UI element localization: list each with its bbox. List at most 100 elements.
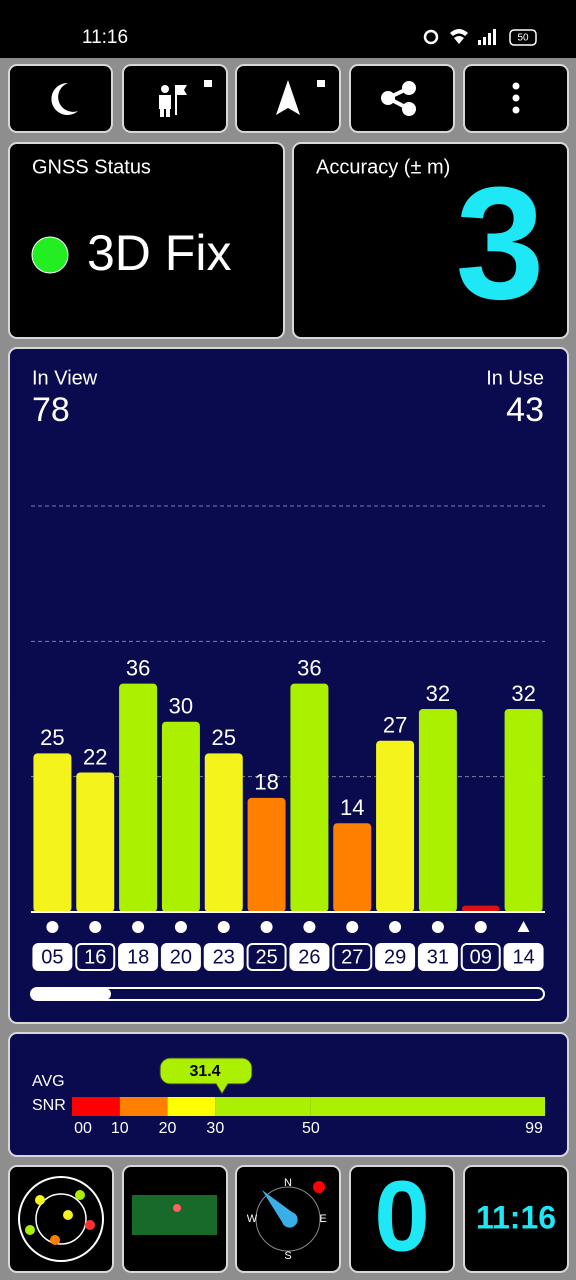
share-icon [381,81,416,116]
sat-id-box [75,943,116,971]
used-symbol [389,921,402,933]
bar [76,772,115,912]
status-icons [423,29,537,46]
sky-ring [35,1193,87,1245]
fix-indicator [31,236,69,274]
sat-id: 31 [427,946,449,968]
sat-id: 27 [341,946,363,968]
arrow-icon [276,80,325,115]
avg-pointer [159,1057,253,1095]
time-button[interactable] [463,1165,569,1273]
accuracy-panel [292,142,569,339]
snr-segment [72,1097,120,1116]
bar [161,721,200,912]
avg-value: 31.4 [189,1063,220,1080]
night-button[interactable] [8,64,113,133]
value-label: 14 [340,795,364,820]
used-symbol [474,921,487,933]
bar [290,683,329,912]
sat-id-box [32,943,73,971]
clock: 11:16 [82,27,128,48]
compass-n: N [284,1177,292,1189]
compass-ring [255,1186,321,1252]
snr-tick-label: 99 [525,1120,543,1137]
used-symbol [217,921,230,933]
used-symbol [260,921,273,933]
snr-segment [215,1097,311,1116]
sat-id-box [289,943,330,971]
value-label: 36 [297,655,321,680]
used-symbol [431,921,444,933]
in-use-label: In Use [486,367,544,389]
used-symbol [346,921,359,933]
bottom-bar: N E S W 0 11:16 [8,1160,569,1273]
avg-label: AVG [32,1073,65,1090]
snr-segment [310,1097,545,1116]
gnss-panel [8,142,285,339]
sat-id-box [332,943,373,971]
bar [119,683,158,912]
sat-id-box [246,943,287,971]
value-label: 32 [511,681,535,706]
sat-id: 20 [170,946,192,968]
snr-tick-label: 20 [159,1120,177,1137]
bar [504,709,543,912]
sky-dots [25,1190,95,1245]
sat-id: 05 [41,946,63,968]
bar [204,753,243,912]
share-button[interactable] [349,64,455,133]
sat-id: 29 [384,946,406,968]
count-value: 0 [374,1160,430,1272]
bar [333,823,372,912]
sat-id: 14 [512,946,534,968]
value-label: 27 [383,713,407,738]
in-view-count: 78 [32,391,70,429]
scroll-thumb[interactable] [31,988,111,1000]
snr-panel [8,1032,569,1157]
sat-id-box [118,943,159,971]
used-symbol [303,921,316,933]
bar [33,753,72,912]
snr-scale: 00 10 20 30 50 99 31.4 [72,1057,545,1137]
value-label: 25 [40,725,64,750]
sat-id: 16 [84,946,106,968]
in-use-count: 43 [506,391,544,429]
snr-segment [167,1097,216,1116]
sat-id-box [503,943,544,971]
sat-id-box [417,943,458,971]
sat-id-box [160,943,201,971]
value-label: 18 [254,770,278,795]
sat-id-box [375,943,416,971]
sky-plot [18,1176,104,1262]
used-symbol [517,921,530,932]
value-label: 22 [83,744,107,769]
used-symbol [89,921,102,933]
bar [376,740,415,912]
count-button[interactable] [349,1165,455,1273]
sat-id: 09 [470,946,492,968]
moon-icon [51,82,78,115]
status-bar [0,0,576,58]
in-view-label: In View [32,367,98,389]
snr-segment [119,1097,168,1116]
world-map [132,1195,217,1235]
toolbar [8,64,569,133]
accuracy-value: 3 [456,153,545,332]
compass-needle [262,1190,298,1228]
accuracy-title: Accuracy (± m) [316,156,450,178]
used-symbol [174,921,187,933]
sun-marker [313,1181,325,1193]
bar [247,797,286,912]
sat-id: 25 [255,946,277,968]
snr-label: SNR [32,1097,66,1114]
used-symbol [132,921,145,933]
skyview-button[interactable] [8,1165,114,1273]
fix-status: 3D Fix [87,225,231,281]
sat-id-box [203,943,244,971]
snr-tick-label: 30 [206,1120,224,1137]
value-label: 30 [169,694,193,719]
bar [461,905,500,912]
sat-id-box [460,943,501,971]
